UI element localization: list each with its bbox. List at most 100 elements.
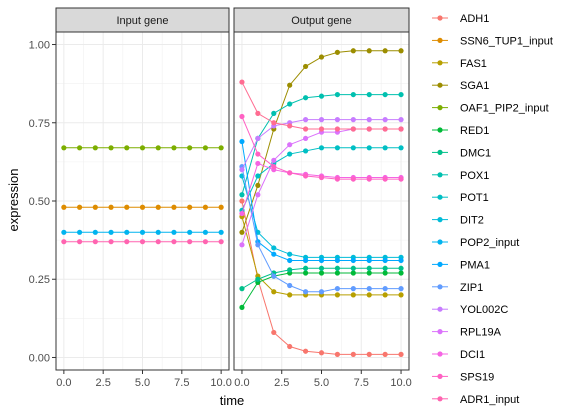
data-point xyxy=(366,286,372,292)
legend-label: SPS19 xyxy=(460,371,494,383)
data-point xyxy=(124,204,130,210)
facet-strip-label: Input gene xyxy=(117,15,169,27)
data-point xyxy=(108,229,114,235)
data-point xyxy=(398,176,404,182)
data-point xyxy=(302,348,309,354)
data-point xyxy=(287,170,293,176)
legend-label: YOL002C xyxy=(460,304,508,316)
data-point xyxy=(318,289,325,295)
series-sps19 xyxy=(239,113,404,182)
data-point xyxy=(366,145,372,151)
data-point xyxy=(76,145,83,151)
legend-item: SSN6_TUP1_input xyxy=(432,35,553,47)
legend-item: SPS19 xyxy=(432,371,494,383)
y-tick-label: 1.00 xyxy=(29,40,50,52)
data-point xyxy=(366,91,372,98)
data-point xyxy=(366,48,372,54)
data-point xyxy=(302,95,309,101)
data-point xyxy=(92,145,98,151)
series-pink-out xyxy=(239,79,404,132)
data-point xyxy=(382,145,388,151)
data-point xyxy=(302,265,309,271)
legend-label: ADH1 xyxy=(460,13,489,25)
data-point xyxy=(287,151,293,157)
legend-key-point xyxy=(437,351,443,357)
data-point xyxy=(334,351,341,357)
data-point xyxy=(61,229,67,235)
x-tick-label: 7.5 xyxy=(354,377,369,389)
series-pox1 xyxy=(239,91,404,198)
data-point xyxy=(61,145,67,151)
legend-item: DMC1 xyxy=(432,147,491,159)
data-point xyxy=(108,204,114,210)
data-point xyxy=(302,135,309,142)
legend-key-point xyxy=(437,261,443,267)
facet-strip-label: Output gene xyxy=(291,15,352,27)
legend-key-point xyxy=(437,60,443,66)
legend-key-point xyxy=(437,329,443,335)
data-point xyxy=(398,265,404,271)
data-point xyxy=(302,63,309,70)
legend-key-point xyxy=(437,306,443,312)
data-point xyxy=(382,292,388,298)
data-point xyxy=(350,48,356,54)
panel-border xyxy=(233,31,410,371)
data-point xyxy=(271,273,277,279)
data-point xyxy=(334,292,341,298)
data-point xyxy=(334,257,341,264)
facet-panel: Output gene 0.0 2.5 5.0 7.5 10.0 xyxy=(233,7,412,389)
legend-label: POX1 xyxy=(460,170,489,182)
data-point xyxy=(239,210,245,217)
data-point xyxy=(366,257,372,264)
data-point xyxy=(239,167,245,173)
data-point xyxy=(366,270,372,276)
legend-item: POT1 xyxy=(432,192,489,204)
legend-item: ADR1_input xyxy=(432,394,519,406)
data-point xyxy=(398,117,404,123)
x-tick-label: 7.5 xyxy=(174,377,189,389)
legend-label: RPL19A xyxy=(460,327,502,339)
data-point xyxy=(255,276,261,282)
data-point xyxy=(239,304,245,311)
series-oaf1-pip2-input xyxy=(61,145,224,151)
data-point xyxy=(382,126,388,132)
data-point xyxy=(92,229,98,235)
data-point xyxy=(334,270,341,276)
series-pop2-input xyxy=(61,229,224,235)
data-point xyxy=(124,229,130,235)
data-point xyxy=(398,351,404,357)
legend-item: ZIP1 xyxy=(432,282,483,294)
data-point xyxy=(350,270,356,276)
data-point xyxy=(302,289,309,295)
data-point xyxy=(382,351,388,357)
data-point xyxy=(382,91,388,98)
data-point xyxy=(398,145,404,151)
data-point xyxy=(187,204,193,210)
data-point xyxy=(76,204,83,210)
data-point xyxy=(255,182,261,188)
data-point xyxy=(271,251,277,257)
legend-label: DIT2 xyxy=(460,215,484,227)
legend-item: POX1 xyxy=(432,170,489,182)
data-point xyxy=(350,117,356,123)
series-fas1 xyxy=(239,214,404,298)
legend-item: RED1 xyxy=(432,125,489,137)
data-point xyxy=(218,239,224,245)
x-tick-label: 2.5 xyxy=(274,377,289,389)
data-point xyxy=(202,239,209,245)
legend-item: POP2_input xyxy=(432,237,519,249)
data-point xyxy=(271,289,277,295)
data-point xyxy=(171,204,177,210)
data-point xyxy=(366,126,372,132)
data-point xyxy=(334,286,341,292)
data-point xyxy=(366,176,372,182)
legend-key-point xyxy=(437,194,443,200)
data-point xyxy=(287,123,293,129)
data-point xyxy=(318,145,325,151)
data-point xyxy=(239,138,245,145)
data-point xyxy=(366,117,372,123)
legend-key-point xyxy=(437,396,443,402)
legend-label: FAS1 xyxy=(460,58,487,70)
data-point xyxy=(318,257,325,264)
legend: ADH1 SSN6_TUP1_input FAS1 SGA1 OAF1_PIP2_inp… xyxy=(432,13,553,406)
